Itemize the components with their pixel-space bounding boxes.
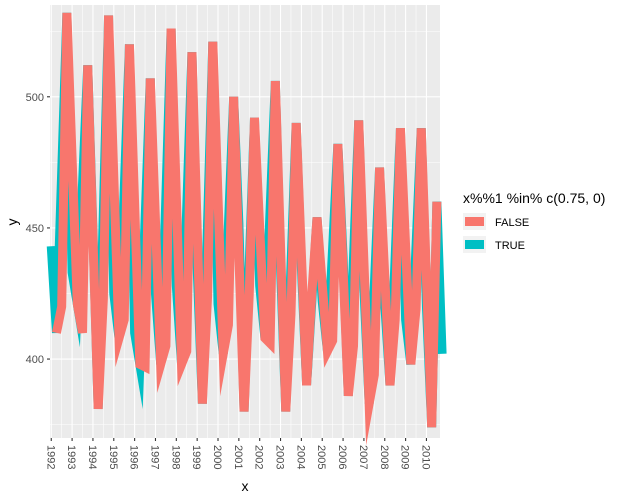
x-tick-label: 2006 [336,445,348,469]
x-tick-label: 2003 [274,445,286,469]
x-tick-label: 1998 [169,445,181,469]
x-tick-label: 1992 [44,445,56,469]
legend-entries: FALSE TRUE [463,213,529,253]
x-tick-label: 2007 [357,445,369,469]
y-tick-label: 400 [26,354,44,366]
legend-label-true: TRUE [495,240,525,252]
x-axis: 1992 1993 1994 1995 1996 1997 1998 1999 2000 2001… [44,438,431,469]
x-tick-label: 1993 [65,445,77,469]
series-layer [46,12,447,446]
x-tick-label: 2002 [253,445,265,469]
x-tick-label: 2001 [232,445,244,469]
x-tick-label: 2000 [211,445,223,469]
legend-label-false: FALSE [495,217,529,229]
x-tick-label: 2008 [378,445,390,469]
x-tick-label: 2005 [315,445,327,469]
legend-title: x%%1 %in% c(0.75, 0) [463,190,605,206]
x-tick-label: 1996 [128,445,140,469]
legend-swatch-true [465,240,484,249]
y-tick-label: 450 [26,223,44,235]
x-tick-label: 1994 [86,445,98,469]
series-line-false [52,12,442,446]
x-tick-label: 1995 [107,445,119,469]
x-tick-label: 1997 [148,445,160,469]
x-tick-label: 2010 [419,445,431,469]
x-tick-label: 2009 [399,445,411,469]
x-tick-label: 1999 [190,445,202,469]
x-tick-label: 2004 [294,445,306,469]
legend: x%%1 %in% c(0.75, 0) FALSE TRUE [463,190,605,253]
y-axis: 400 450 500 [26,92,50,366]
y-tick-label: 500 [26,92,44,104]
legend-swatch-false [465,217,484,226]
x-axis-title: x [242,478,249,494]
y-axis-title: y [4,219,20,226]
